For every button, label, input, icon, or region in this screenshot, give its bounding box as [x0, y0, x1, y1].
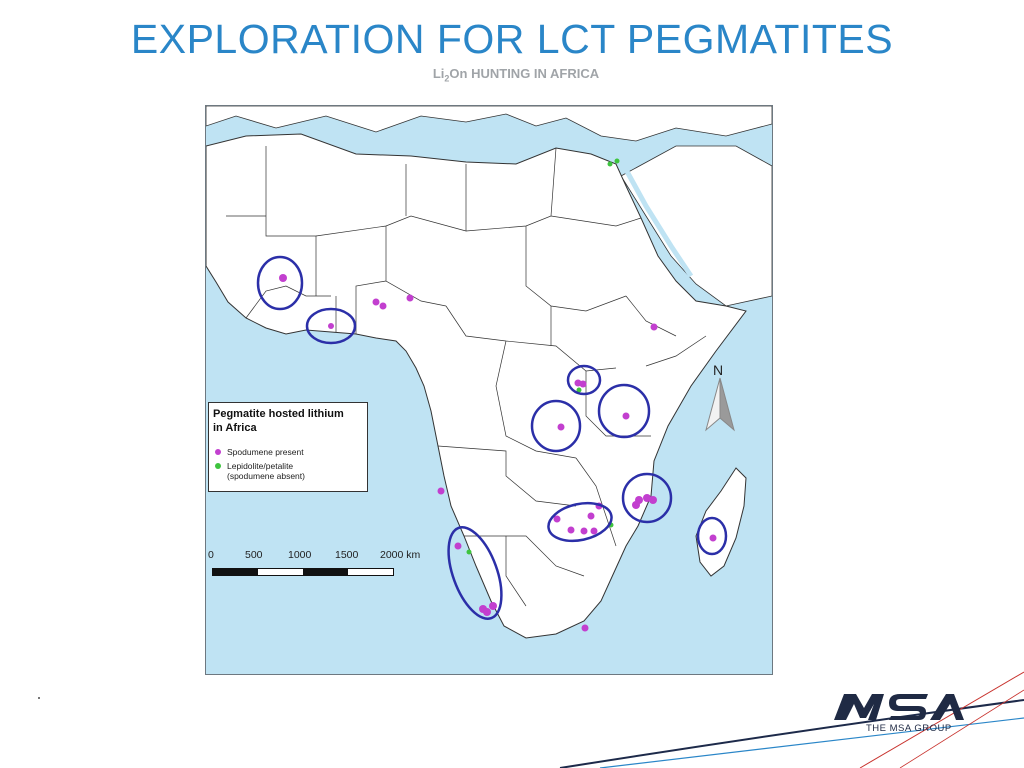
slide-subtitle: Li2On HUNTING IN AFRICA	[0, 66, 1024, 84]
africa-map	[205, 105, 773, 675]
lepidolite-point	[607, 161, 613, 167]
spodumene-point	[622, 412, 630, 420]
spodumene-point	[279, 274, 287, 282]
north-label: N	[713, 362, 724, 378]
spodumene-point	[632, 501, 640, 509]
target-ellipse	[447, 526, 503, 620]
subtitle-subscript: 2	[444, 73, 450, 84]
legend-label-sub: (spodumene absent)	[227, 471, 305, 481]
scale-segment	[303, 569, 348, 575]
lepidolite-point	[576, 387, 582, 393]
spodumene-point	[587, 512, 595, 520]
scale-bar	[212, 568, 394, 576]
slide-marker	[38, 697, 40, 699]
africa-map-svg	[206, 106, 772, 639]
subtitle-prefix: Li	[432, 66, 445, 81]
target-ellipse	[621, 472, 673, 524]
spodumene-point	[557, 423, 565, 431]
north-arrow-icon	[705, 377, 735, 432]
target-ellipse	[597, 383, 651, 439]
map-legend: Pegmatite hosted lithium in Africa Spodum…	[208, 402, 368, 492]
lepidolite-point	[614, 158, 620, 164]
legend-title-line1: Pegmatite hosted lithium	[213, 408, 344, 420]
msa-logo-mark	[834, 694, 964, 720]
scale-segment	[348, 569, 393, 575]
legend-item-lepidolite: Lepidolite/petalite (spodumene absent)	[215, 461, 305, 481]
scale-tick: 500	[245, 549, 263, 561]
spodumene-dot-icon	[215, 449, 221, 455]
slide-title: EXPLORATION FOR LCT PEGMATITES	[130, 16, 894, 62]
spodumene-point	[437, 487, 445, 495]
europe-landmass	[206, 106, 772, 142]
spodumene-point	[379, 302, 387, 310]
spodumene-point	[553, 515, 561, 523]
scale-tick: 1000	[288, 549, 312, 561]
spodumene-point	[590, 527, 598, 535]
target-areas	[256, 255, 728, 620]
legend-label: Lepidolite/petalite	[227, 461, 294, 471]
scale-labels: 0 500 1000 1500 2000 km	[208, 549, 468, 563]
target-ellipse	[530, 399, 582, 453]
subtitle-suffix: On HUNTING IN AFRICA	[449, 66, 600, 81]
target-ellipse	[696, 516, 728, 556]
scale-tick: 0	[208, 549, 214, 561]
logo-caption: THE MSA GROUP	[866, 723, 952, 734]
msa-logo	[834, 690, 964, 740]
lepidolite-points	[466, 158, 620, 555]
spodumene-point	[406, 294, 414, 302]
scale-segment	[258, 569, 303, 575]
lepidolite-point	[466, 549, 472, 555]
spodumene-point	[483, 608, 491, 616]
target-ellipse	[305, 307, 357, 345]
red-sea	[621, 164, 694, 278]
scale-tick: 1500	[335, 549, 359, 561]
country-borders	[226, 146, 707, 607]
scale-tick: 2000 km	[380, 549, 421, 561]
scale-segment	[213, 569, 258, 575]
spodumene-points	[279, 274, 717, 632]
north-arrow: N	[700, 362, 740, 432]
target-ellipse	[256, 255, 304, 311]
spodumene-point	[650, 323, 658, 331]
target-ellipse	[547, 501, 613, 543]
target-ellipse	[566, 364, 602, 396]
spodumene-point	[580, 527, 588, 535]
spodumene-point	[328, 323, 334, 329]
spodumene-point	[581, 624, 589, 632]
spodumene-point	[372, 298, 380, 306]
spodumene-point	[489, 602, 497, 610]
spodumene-point	[567, 526, 575, 534]
spodumene-point	[649, 496, 657, 504]
legend-item-spodumene: Spodumene present	[215, 447, 304, 457]
legend-title: Pegmatite hosted lithium in Africa	[213, 407, 363, 435]
legend-title-line2: in Africa	[213, 422, 257, 434]
spodumene-point	[454, 542, 462, 550]
arabia-landmass	[620, 145, 772, 307]
spodumene-point	[709, 534, 717, 542]
spodumene-point	[579, 380, 587, 388]
legend-label: Spodumene present	[227, 447, 304, 457]
lepidolite-dot-icon	[215, 463, 221, 469]
